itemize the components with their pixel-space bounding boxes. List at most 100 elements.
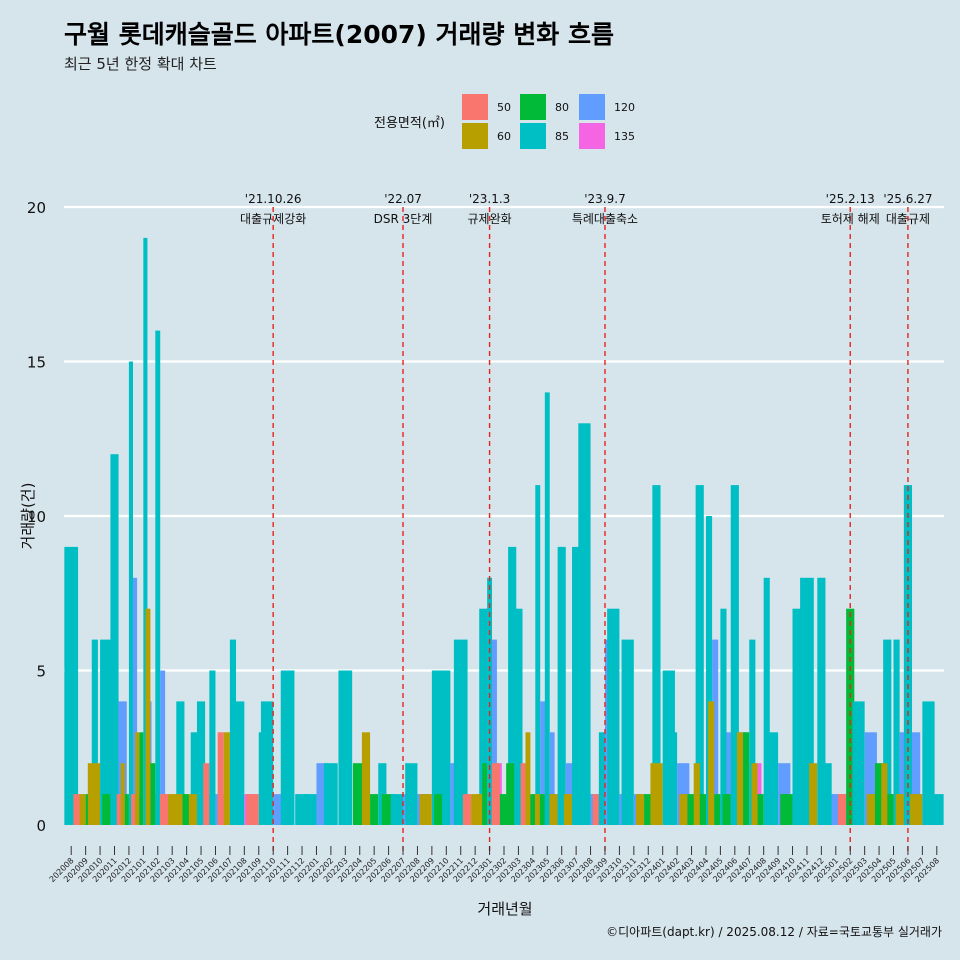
bar bbox=[499, 794, 509, 825]
bar bbox=[492, 639, 497, 825]
bar bbox=[929, 794, 944, 825]
bar bbox=[434, 794, 443, 825]
bar bbox=[116, 794, 121, 825]
legend-label: 60 bbox=[497, 130, 511, 143]
bar bbox=[712, 639, 719, 825]
bar bbox=[79, 794, 86, 825]
bar bbox=[726, 732, 733, 825]
bars bbox=[64, 237, 944, 825]
legend-swatch bbox=[462, 94, 488, 120]
legend-label: 85 bbox=[555, 130, 569, 143]
bar bbox=[150, 763, 156, 825]
chart-subtitle: 최근 5년 한정 확대 차트 bbox=[64, 55, 217, 73]
bar bbox=[714, 794, 721, 825]
bar bbox=[139, 732, 144, 825]
legend: 전용면적(㎡) 50 60 80 85 120 135 bbox=[374, 94, 635, 149]
bar bbox=[705, 516, 713, 825]
bar bbox=[419, 794, 432, 825]
bar bbox=[260, 701, 274, 825]
y-tick-label: 20 bbox=[27, 199, 46, 217]
bar bbox=[910, 794, 923, 825]
bar bbox=[563, 794, 573, 825]
event-label: 대출규제강화 bbox=[240, 212, 306, 226]
bar bbox=[636, 794, 645, 825]
bar bbox=[102, 794, 111, 825]
bar bbox=[73, 794, 80, 825]
bar bbox=[852, 701, 865, 825]
bar bbox=[899, 732, 906, 825]
bar bbox=[730, 485, 739, 825]
bar bbox=[722, 794, 731, 825]
caption: ©디아파트(dapt.kr) / 2025.08.12 / 자료=국토교통부 실… bbox=[606, 925, 942, 939]
chart-title: 구월 롯데캐슬골드 아파트(2007) 거래량 변화 흐름 bbox=[64, 20, 614, 49]
bar bbox=[720, 608, 727, 825]
bar bbox=[124, 794, 129, 825]
bar bbox=[135, 732, 140, 825]
bar bbox=[693, 763, 700, 825]
bar bbox=[131, 794, 136, 825]
bar bbox=[607, 608, 620, 825]
bar bbox=[477, 794, 483, 825]
legend-title: 전용면적(㎡) bbox=[374, 116, 445, 131]
bar bbox=[883, 639, 892, 825]
y-axis-label: 거래량(건) bbox=[19, 483, 37, 550]
x-axis: 2020082020092020102020112020122021012021… bbox=[48, 846, 941, 884]
bar bbox=[763, 577, 770, 825]
bar bbox=[209, 670, 216, 825]
bar bbox=[846, 608, 855, 825]
bar bbox=[128, 361, 134, 825]
event-label: 특례대출축소 bbox=[572, 212, 638, 226]
legend-swatch bbox=[520, 123, 546, 149]
bar bbox=[324, 763, 338, 825]
bar bbox=[823, 763, 832, 825]
bar bbox=[837, 794, 847, 825]
bar bbox=[736, 732, 744, 825]
bar bbox=[540, 701, 546, 825]
bar bbox=[232, 701, 245, 825]
bar bbox=[217, 732, 224, 825]
y-tick-label: 10 bbox=[27, 508, 46, 526]
bar bbox=[874, 763, 884, 825]
event-date: '23.1.3 bbox=[469, 192, 510, 206]
bar bbox=[390, 794, 404, 825]
bar bbox=[699, 794, 706, 825]
bar bbox=[64, 546, 79, 825]
bar bbox=[361, 732, 371, 825]
bar bbox=[196, 701, 206, 825]
event-date: '21.10.26 bbox=[245, 192, 302, 206]
bar bbox=[664, 732, 678, 825]
event-label: DSR 3단계 bbox=[374, 212, 433, 226]
bar bbox=[176, 701, 185, 825]
bar bbox=[749, 639, 756, 825]
bar bbox=[687, 794, 696, 825]
bar bbox=[557, 546, 566, 825]
bar bbox=[338, 670, 353, 825]
bar bbox=[592, 794, 599, 825]
bar bbox=[765, 732, 779, 825]
bar bbox=[572, 546, 581, 825]
bar bbox=[881, 763, 888, 825]
bar bbox=[155, 330, 161, 825]
bar bbox=[491, 763, 500, 825]
bar bbox=[535, 794, 540, 825]
bar bbox=[190, 732, 199, 825]
bar bbox=[679, 794, 688, 825]
bar bbox=[544, 392, 550, 825]
bar bbox=[479, 608, 488, 825]
bar bbox=[520, 763, 526, 825]
bar bbox=[903, 485, 913, 825]
bar bbox=[133, 577, 138, 825]
bar bbox=[549, 794, 558, 825]
bar bbox=[887, 794, 894, 825]
bar bbox=[482, 763, 488, 825]
event-label: 규제완화 bbox=[467, 212, 511, 226]
event-date: '25.2.13 bbox=[826, 192, 875, 206]
bar bbox=[817, 577, 826, 825]
event-date: '22.07 bbox=[384, 192, 422, 206]
legend-swatch bbox=[579, 123, 605, 149]
bar bbox=[525, 732, 531, 825]
bar bbox=[866, 794, 875, 825]
bar bbox=[530, 794, 536, 825]
bar bbox=[650, 763, 663, 825]
bar bbox=[471, 794, 480, 825]
